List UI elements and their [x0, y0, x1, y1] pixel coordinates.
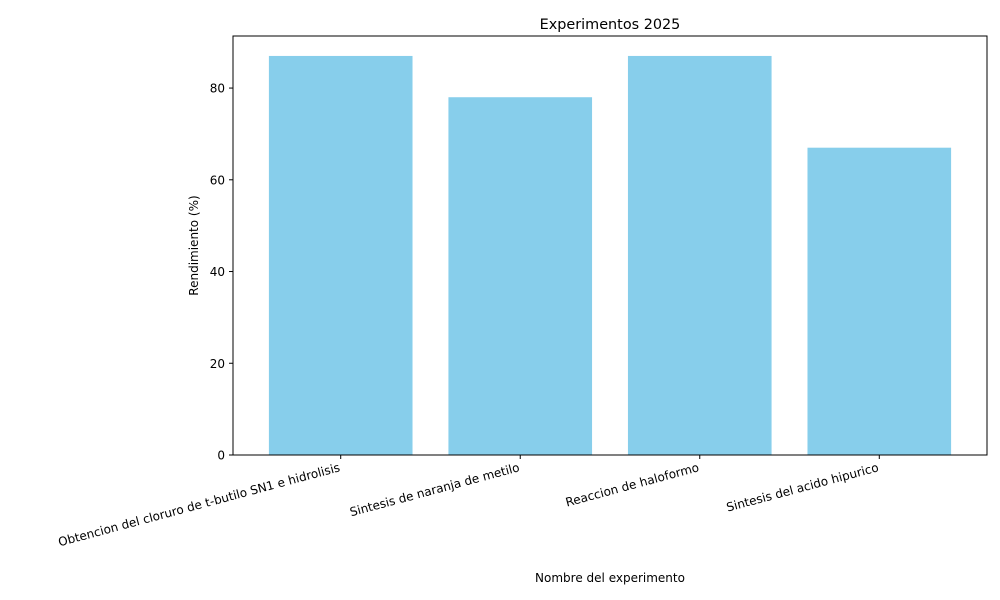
bar-4 [807, 147, 952, 455]
y-axis-ticks: 0 20 40 60 80 [210, 82, 233, 463]
x-tick-label: Sintesis de naranja de metilo [348, 460, 521, 519]
x-axis-label: Nombre del experimento [535, 571, 685, 585]
y-tick-label: 0 [217, 449, 225, 463]
y-tick-label: 40 [210, 265, 225, 279]
y-tick-label: 20 [210, 357, 225, 371]
bar-2 [448, 97, 593, 455]
y-axis-label: Rendimiento (%) [187, 195, 201, 295]
y-tick-label: 80 [210, 82, 225, 96]
x-tick-label: Obtencion del cloruro de t-butilo SN1 e … [57, 460, 342, 549]
bars-layer [268, 55, 952, 455]
bar-1 [268, 55, 413, 455]
y-tick-label: 60 [210, 173, 225, 187]
bar-3 [627, 55, 772, 455]
x-tick-label: Sintesis del acido hipurico [725, 460, 880, 514]
x-axis-ticks: Obtencion del cloruro de t-butilo SN1 e … [57, 455, 880, 549]
chart-title: Experimentos 2025 [540, 17, 681, 33]
x-tick-label: Reaccion de haloformo [564, 460, 701, 509]
plot-frame [232, 35, 988, 456]
